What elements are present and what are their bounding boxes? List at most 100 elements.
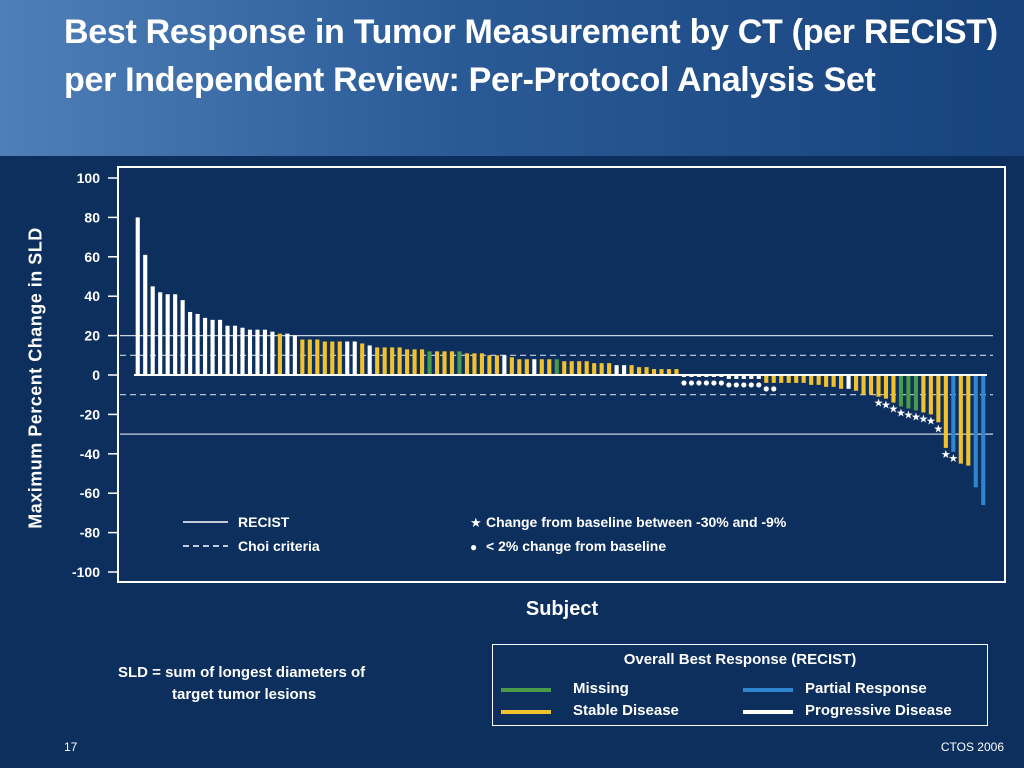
bar (637, 367, 642, 375)
sld-note-line1: SLD = sum of longest diameters of (118, 664, 366, 681)
bar (524, 359, 529, 375)
bar (532, 359, 537, 375)
y-tick-label: 80 (84, 209, 100, 225)
footer-source: CTOS 2006 (940, 740, 1004, 754)
bar (195, 313, 200, 375)
bar (786, 375, 791, 383)
bar (517, 359, 522, 375)
dot-marker (681, 380, 687, 386)
legend-dot-label: < 2% change from baseline (486, 538, 666, 554)
bar (824, 375, 829, 387)
bar (831, 375, 836, 387)
bar (210, 319, 215, 375)
bar (143, 254, 148, 375)
dot-marker (726, 382, 732, 388)
star-marker: ★ (918, 413, 928, 425)
y-tick-label: -20 (80, 406, 100, 422)
dot-marker (741, 382, 747, 388)
y-tick-label: -40 (80, 446, 100, 462)
legend-label-progressive: Progressive Disease (805, 702, 952, 719)
bar (644, 367, 649, 375)
bar (285, 333, 290, 375)
bar (569, 361, 574, 375)
bar (622, 365, 627, 375)
bar (659, 369, 664, 375)
bar (562, 361, 567, 375)
bar (666, 369, 672, 375)
star-marker: ★ (896, 408, 906, 420)
legend-star-symbol: ★ (470, 515, 482, 530)
legend-dot-symbol: ● (470, 540, 477, 554)
bar (442, 351, 447, 375)
bar (262, 329, 268, 375)
bar (255, 329, 260, 375)
bar (868, 375, 874, 395)
bar (449, 351, 455, 375)
dot-marker (696, 380, 702, 386)
star-marker: ★ (933, 423, 943, 435)
slide-title: Best Response in Tumor Measurement by CT… (64, 13, 998, 99)
bar (958, 375, 963, 464)
bar (300, 339, 305, 375)
bar (876, 375, 881, 397)
bar (861, 375, 866, 395)
legend-swatch-stable (501, 710, 551, 714)
legend-recist-label: RECIST (238, 514, 290, 530)
sld-note-line2: target tumor lesions (172, 686, 317, 703)
y-tick-label: -60 (80, 485, 100, 501)
legend-label-missing: Missing (573, 680, 629, 697)
dot-marker (756, 382, 762, 388)
dot-marker (718, 380, 724, 386)
bar (607, 363, 612, 375)
bar (479, 353, 484, 375)
bar (809, 375, 814, 385)
bar (883, 375, 889, 399)
bar (509, 357, 514, 375)
bar (981, 375, 986, 506)
legend-title: Overall Best Response (RECIST) (623, 651, 857, 668)
y-tick-label: 100 (77, 170, 101, 186)
bar (951, 375, 956, 452)
bar (577, 361, 582, 375)
bar (464, 353, 470, 375)
bar (375, 347, 380, 375)
bar (928, 375, 933, 415)
bar (165, 294, 170, 375)
star-marker: ★ (948, 453, 958, 465)
bar (614, 365, 619, 375)
legend-choi-label: Choi criteria (238, 538, 320, 554)
star-marker: ★ (941, 449, 951, 461)
y-axis-label: Maximum Percent Change in SLD (25, 227, 46, 529)
x-axis-label: Subject (525, 598, 599, 620)
y-tick-label: -80 (80, 525, 100, 541)
bar (322, 341, 327, 375)
bar (741, 375, 746, 379)
bar (846, 375, 851, 389)
bar (247, 329, 253, 375)
bar (270, 331, 275, 375)
bar (330, 341, 335, 375)
star-marker: ★ (911, 411, 921, 423)
bar (839, 375, 844, 389)
bar (367, 345, 372, 375)
dot-marker (771, 386, 777, 392)
bar (943, 375, 948, 448)
bar (794, 375, 799, 383)
dot-marker (711, 380, 717, 386)
bar (240, 327, 245, 375)
bar (412, 349, 417, 375)
bar (891, 375, 896, 403)
bar (764, 375, 769, 383)
page-number: 17 (64, 740, 78, 754)
bar (292, 335, 297, 375)
bar (405, 349, 410, 375)
bar (816, 375, 821, 385)
legend-star-label: Change from baseline between -30% and -9… (486, 514, 787, 530)
dot-marker (733, 382, 739, 388)
response-legend: Overall Best Response (RECIST) Missing S… (492, 644, 988, 726)
bar (674, 369, 679, 375)
legend-swatch-progressive (743, 710, 793, 714)
bar (427, 351, 432, 375)
star-marker: ★ (881, 400, 891, 412)
bar (397, 347, 402, 375)
